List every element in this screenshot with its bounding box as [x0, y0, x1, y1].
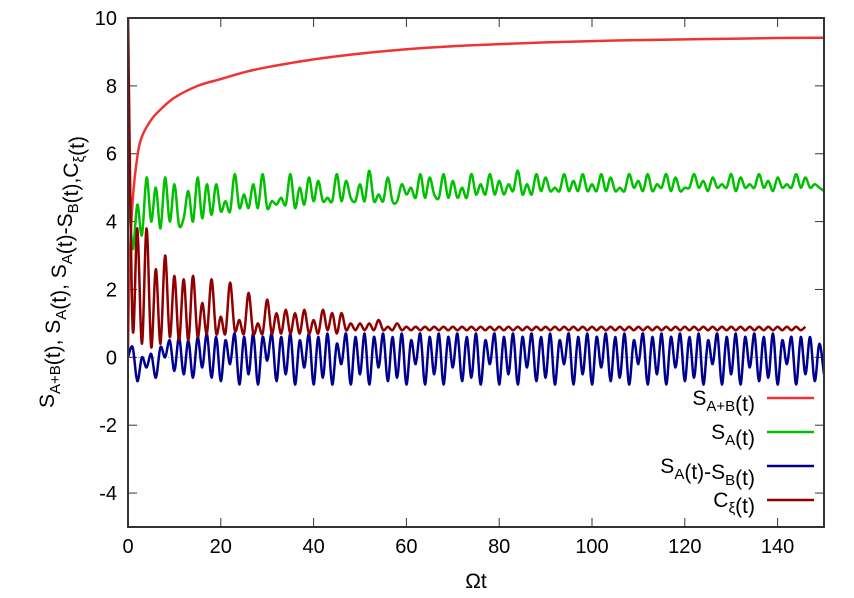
subscript: A: [674, 466, 684, 483]
text-part: (t): [735, 393, 755, 416]
x-tick-label: 20: [210, 536, 232, 558]
x-tick-label: 60: [395, 536, 417, 558]
axes: 0 20 40 60 80 100 120 140 -4 -2 0 2 4 6 8 10: [95, 8, 824, 558]
y-tick-label: 2: [106, 279, 117, 301]
text-part: (t): [735, 495, 755, 518]
x-tick-label: 140: [761, 536, 794, 558]
y-tick-label: -2: [99, 415, 117, 437]
x-axis-label: Ωt: [465, 570, 487, 593]
x-tick-label: 80: [488, 536, 510, 558]
series-line-3: [128, 18, 807, 349]
legend-label: SA+B(t): [692, 387, 755, 416]
plot-frame: [127, 17, 825, 528]
subscript: A: [725, 432, 735, 449]
y-tick-label: -4: [99, 483, 117, 505]
text-part: (t), S: [48, 264, 71, 310]
subscript: ξ: [728, 500, 735, 517]
text-part: (t): [735, 427, 755, 450]
legend: SA+B(t)SA(t)SA(t)-SB(t)Cξ(t): [660, 387, 814, 518]
subscript: ξ: [71, 156, 88, 163]
subscript: A: [59, 254, 76, 264]
series-line-0: [128, 36, 824, 358]
text-part: (t),C: [60, 163, 83, 204]
series-line-2: [128, 332, 824, 386]
x-tick-label: 100: [575, 536, 608, 558]
text-part: S: [711, 421, 725, 444]
legend-label: SA(t)-SB(t): [660, 455, 755, 490]
legend-label: Cξ(t): [713, 489, 755, 518]
x-tick-label: 0: [122, 536, 133, 558]
subscript: A+B: [47, 365, 64, 394]
text-part: (t): [66, 136, 89, 156]
subscript: A+B: [706, 398, 735, 415]
text-part: C: [713, 489, 728, 512]
y-tick-label: 0: [106, 347, 117, 369]
y-tick-label: 4: [106, 212, 117, 234]
subscript: A: [53, 310, 70, 320]
text-part: (t), S: [42, 320, 65, 366]
x-tick-label: 120: [668, 536, 701, 558]
legend-label: SA(t): [711, 421, 755, 450]
subscript: B: [65, 203, 82, 213]
text-part: (t)-S: [684, 461, 725, 484]
series-lines: [128, 18, 824, 386]
series-line-1: [128, 169, 824, 250]
text-part: (t)-S: [54, 213, 77, 254]
text-part: (t): [735, 467, 755, 490]
y-tick-label: 8: [106, 76, 117, 98]
text-part: S: [36, 394, 59, 408]
text-part: S: [660, 455, 674, 478]
y-tick-label: 10: [95, 8, 117, 30]
subscript: B: [725, 472, 735, 489]
text-part: S: [692, 387, 706, 410]
x-tick-label: 40: [302, 536, 324, 558]
y-axis-label: SA+B(t), SA(t), SA(t)-SB(t),Cξ(t): [36, 136, 89, 408]
y-tick-label: 6: [106, 144, 117, 166]
